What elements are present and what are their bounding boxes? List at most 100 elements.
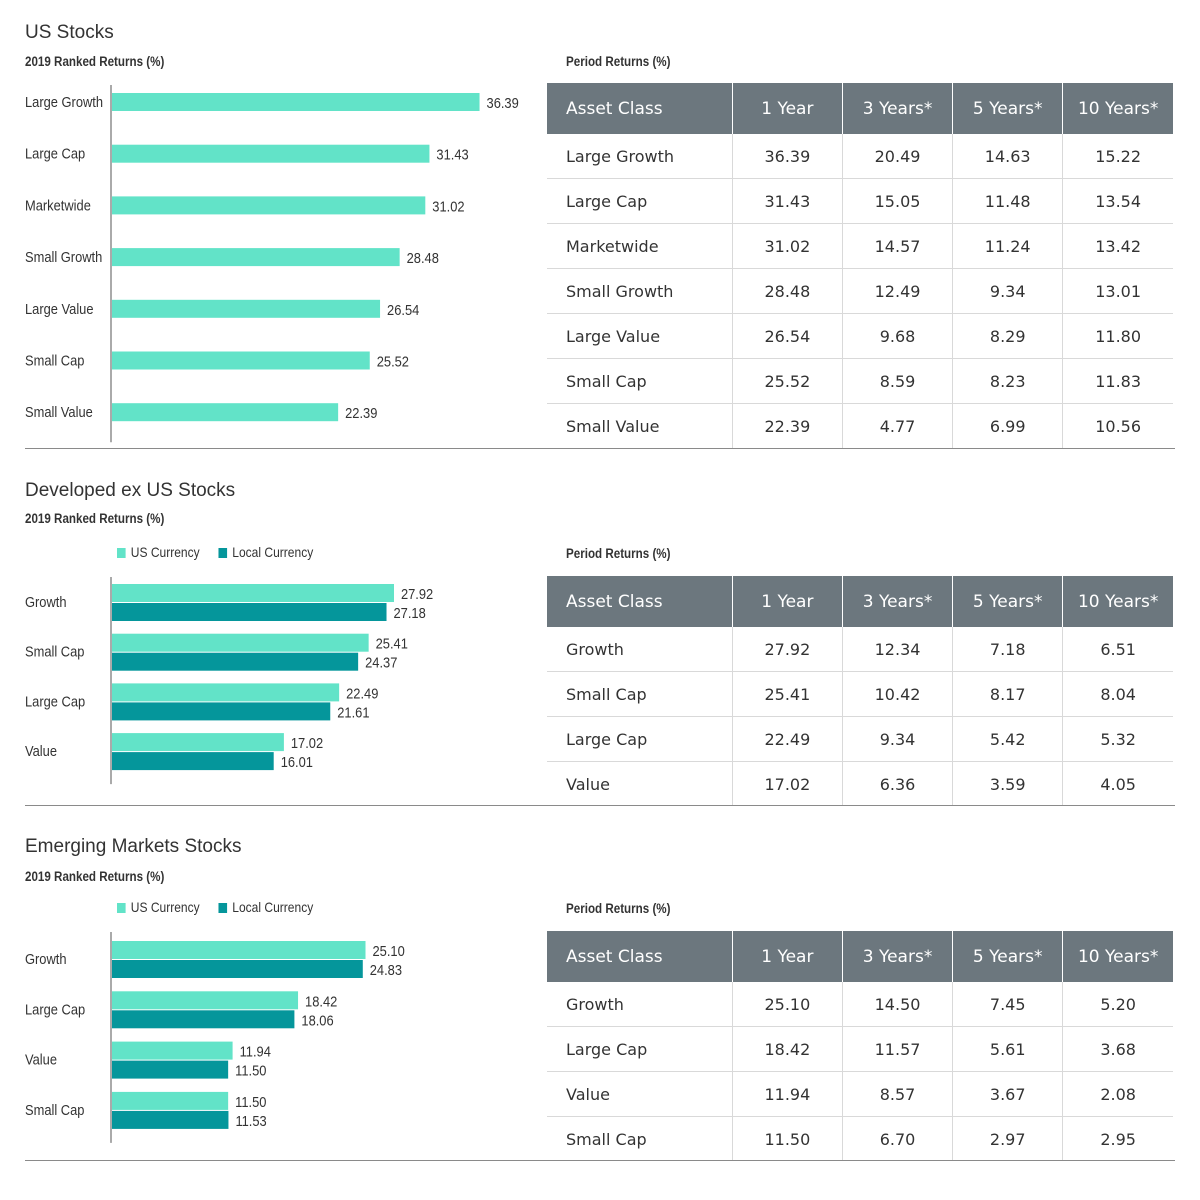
bar-large-value <box>112 299 381 318</box>
return-cell: 9.34 <box>841 716 953 762</box>
emerging-stocks-title: Emerging Markets Stocks <box>25 836 242 857</box>
bar-small-growth <box>112 248 400 267</box>
asset-class-cell: Marketwide <box>547 223 733 269</box>
return-cell: 5.61 <box>952 1026 1063 1072</box>
return-cell: 9.68 <box>841 313 953 359</box>
value-label-local-value: 16.01 <box>281 753 313 770</box>
developed-stocks-title: Developed ex US Stocks <box>25 480 236 501</box>
value-label-small-value: 22.39 <box>345 404 377 421</box>
table-row: Value 17.02 6.36 3.59 4.05 <box>547 761 1173 806</box>
return-cell: 3.67 <box>952 1071 1063 1117</box>
return-cell: 11.83 <box>1062 358 1173 404</box>
return-cell: 6.36 <box>841 761 953 806</box>
return-cell: 31.02 <box>731 223 843 269</box>
column-header-3-years-: 3 Years* <box>841 931 953 982</box>
table-row: Small Cap 11.50 6.70 2.97 2.95 <box>547 1116 1173 1161</box>
bar-us-currency-growth <box>112 941 366 959</box>
column-header-10-years-: 10 Years* <box>1062 576 1173 627</box>
bar-us-currency-small-cap <box>112 633 369 652</box>
bar-small-value <box>112 403 339 422</box>
return-cell: 11.57 <box>841 1026 953 1072</box>
table-row: Marketwide 31.02 14.57 11.24 13.42 <box>547 223 1173 269</box>
category-label-large-cap: Large Cap <box>25 145 85 162</box>
category-label-large-cap: Large Cap <box>25 692 85 709</box>
asset-class-cell: Large Cap <box>547 178 733 224</box>
return-cell: 11.94 <box>731 1071 843 1117</box>
return-cell: 5.42 <box>952 716 1063 762</box>
return-cell: 36.39 <box>731 134 843 179</box>
bar-us-currency-large-cap <box>112 683 340 702</box>
bar-local-currency-growth <box>112 960 363 978</box>
return-cell: 2.97 <box>952 1116 1063 1161</box>
emerging-legend: US Currency Local Currency <box>117 899 329 915</box>
return-cell: 6.99 <box>952 403 1063 448</box>
us-currency-swatch <box>117 903 126 914</box>
return-cell: 14.57 <box>841 223 953 269</box>
column-header-asset-class: Asset Class <box>547 576 733 627</box>
bar-local-currency-large-cap <box>112 702 331 721</box>
value-label-us-small-cap: 25.41 <box>376 635 408 652</box>
table-row: Large Cap 31.43 15.05 11.48 13.54 <box>547 178 1173 224</box>
bar-us-currency-growth <box>112 584 394 602</box>
return-cell: 5.32 <box>1062 716 1173 762</box>
local-currency-swatch <box>218 903 228 914</box>
bar-local-currency-small-cap <box>112 1110 229 1129</box>
return-cell: 11.24 <box>952 223 1063 269</box>
local-currency-swatch <box>218 548 228 559</box>
value-label-local-growth: 24.83 <box>370 961 402 978</box>
return-cell: 11.80 <box>1062 313 1173 359</box>
category-label-small-value: Small Value <box>25 403 93 420</box>
return-cell: 10.42 <box>841 671 953 717</box>
value-label-us-value: 11.94 <box>240 1043 271 1060</box>
table-row: Small Cap 25.41 10.42 8.17 8.04 <box>547 671 1173 717</box>
column-header-5-years-: 5 Years* <box>952 931 1063 982</box>
bar-large-cap <box>112 144 430 163</box>
return-cell: 13.01 <box>1062 268 1173 314</box>
return-cell: 11.50 <box>731 1116 843 1161</box>
table-header-row: Asset Class 1 Year 3 Years* 5 Years* 10 Year… <box>547 931 1173 982</box>
category-label-marketwide: Marketwide <box>25 196 91 213</box>
category-label-large-cap: Large Cap <box>25 1000 85 1017</box>
column-header-asset-class: Asset Class <box>547 931 733 982</box>
column-header-10-years-: 10 Years* <box>1062 931 1173 982</box>
return-cell: 31.43 <box>731 178 843 224</box>
return-cell: 8.04 <box>1062 671 1173 717</box>
table-row: Large Cap 22.49 9.34 5.42 5.32 <box>547 716 1173 762</box>
return-cell: 13.54 <box>1062 178 1173 224</box>
asset-class-cell: Value <box>547 1071 733 1117</box>
asset-class-cell: Small Value <box>566 416 660 436</box>
category-label-large-growth: Large Growth <box>25 93 103 110</box>
category-label-growth: Growth <box>25 593 67 610</box>
column-header-1-year: 1 Year <box>731 83 843 134</box>
return-cell: 5.20 <box>1062 982 1173 1027</box>
bar-us-currency-large-cap <box>112 991 299 1010</box>
table-row: Small Value 22.39 4.77 6.99 10.56 <box>547 403 1173 448</box>
return-cell: 15.22 <box>1062 134 1173 179</box>
table-header-row: Asset Class 1 Year 3 Years* 5 Years* 10 Year… <box>547 576 1173 627</box>
return-cell: 25.52 <box>731 358 843 404</box>
value-label-us-growth: 27.92 <box>401 585 433 602</box>
return-cell: 3.68 <box>1062 1026 1173 1072</box>
column-header-3-years-: 3 Years* <box>841 576 953 627</box>
asset-class-cell: Small Cap <box>566 1129 647 1149</box>
return-cell: 8.17 <box>952 671 1063 717</box>
return-cell: 7.45 <box>952 982 1063 1027</box>
developed-bar-chart: Growth 27.92 27.18 Small Cap 25.41 24.37 Large… <box>25 577 433 785</box>
return-cell: 22.39 <box>731 403 843 448</box>
bar-us-currency-value <box>112 733 284 752</box>
bar-local-currency-large-cap <box>112 1010 295 1029</box>
return-cell: 27.92 <box>731 627 843 672</box>
table-row: Small Growth 28.48 12.49 9.34 13.01 <box>547 268 1173 314</box>
emerging-ranked-subtitle: 2019 Ranked Returns (%) <box>25 869 165 884</box>
category-label-small-cap: Small Cap <box>25 1101 85 1118</box>
asset-class-cell: Value <box>566 774 610 794</box>
bar-local-currency-small-cap <box>112 652 359 671</box>
us-stocks-ranked-subtitle: 2019 Ranked Returns (%) <box>25 54 165 69</box>
return-cell: 4.77 <box>841 403 953 448</box>
us-currency-swatch <box>117 548 126 559</box>
us-stocks-bar-chart: Large Growth 36.39 Large Cap 31.43 Marketwid… <box>25 85 519 443</box>
return-cell: 4.05 <box>1062 761 1173 806</box>
legend-us-currency: US Currency <box>130 899 200 915</box>
bar-marketwide <box>112 196 426 215</box>
return-cell: 14.50 <box>841 982 953 1027</box>
